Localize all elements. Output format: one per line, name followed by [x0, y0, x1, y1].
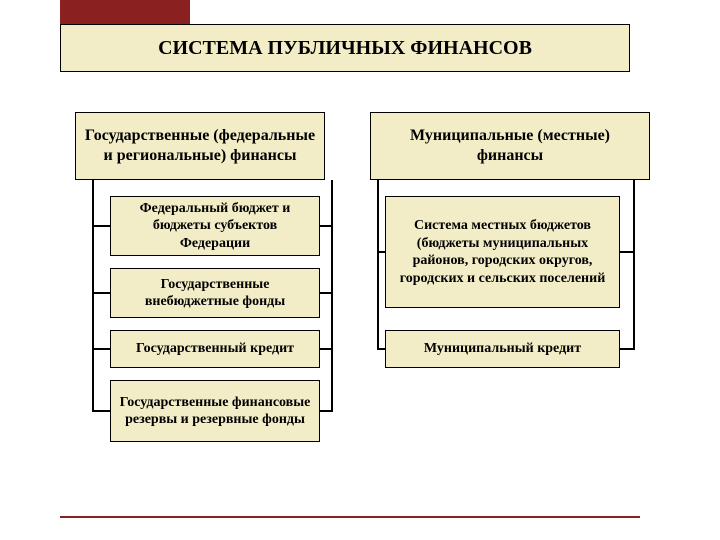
left-item-1: Федеральный бюджет и бюджеты субъектов Ф… — [110, 196, 320, 256]
left-rail-l — [92, 180, 94, 410]
left-item-3: Государственный кредит — [110, 330, 320, 368]
right-item-2: Муниципальный кредит — [385, 330, 620, 368]
connector — [92, 348, 110, 350]
right-rail-r — [633, 180, 635, 350]
right-rail-l — [377, 180, 379, 350]
connector — [92, 410, 110, 412]
left-rail-r — [331, 180, 333, 410]
connector — [320, 225, 333, 227]
connector — [620, 251, 635, 253]
bottom-divider — [60, 516, 640, 518]
connector — [377, 348, 385, 350]
right-branch-header: Муниципальные (местные) финансы — [370, 112, 650, 180]
connector — [620, 348, 635, 350]
connector — [320, 410, 333, 412]
right-item-1: Система местных бюджетов (бюджеты муници… — [385, 196, 620, 308]
connector — [320, 348, 333, 350]
connector — [320, 292, 333, 294]
accent-bar — [60, 0, 190, 24]
connector — [92, 292, 110, 294]
connector — [92, 225, 110, 227]
connector — [377, 251, 385, 253]
left-item-4: Государственные финансовые резервы и рез… — [110, 380, 320, 442]
page-title: СИСТЕМА ПУБЛИЧНЫХ ФИНАНСОВ — [60, 24, 630, 72]
left-item-2: Государственные внебюджетные фонды — [110, 268, 320, 318]
left-branch-header: Государственные (федеральные и региональ… — [75, 112, 325, 180]
